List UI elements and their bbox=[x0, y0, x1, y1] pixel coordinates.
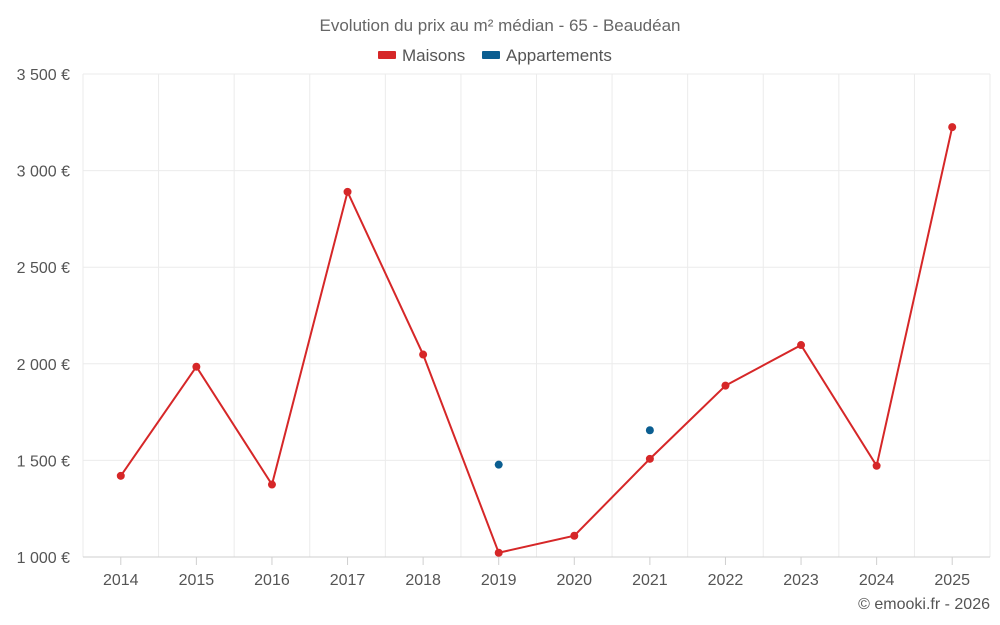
data-point-maisons-2015[interactable] bbox=[192, 362, 201, 371]
series-appartements bbox=[494, 426, 654, 469]
y-tick-label: 2 500 € bbox=[17, 260, 70, 277]
x-tick-label: 2024 bbox=[859, 572, 895, 589]
series-maisons bbox=[116, 123, 957, 557]
x-tick-label: 2025 bbox=[934, 572, 970, 589]
legend-label-maisons: Maisons bbox=[402, 46, 465, 65]
y-tick-label: 1 000 € bbox=[17, 550, 70, 567]
legend-item-maisons[interactable]: Maisons bbox=[378, 46, 465, 65]
data-point-maisons-2024[interactable] bbox=[872, 461, 881, 470]
data-point-maisons-2020[interactable] bbox=[570, 531, 579, 540]
x-tick-label: 2014 bbox=[103, 572, 139, 589]
x-tick-label: 2020 bbox=[556, 572, 592, 589]
x-tick-label: 2017 bbox=[330, 572, 366, 589]
y-tick-label: 3 000 € bbox=[17, 164, 70, 181]
x-tick-label: 2019 bbox=[481, 572, 517, 589]
data-point-maisons-2018[interactable] bbox=[419, 350, 428, 359]
x-tick-label: 2018 bbox=[405, 572, 441, 589]
x-tick-label: 2021 bbox=[632, 572, 668, 589]
x-tick-label: 2015 bbox=[179, 572, 215, 589]
data-point-maisons-2023[interactable] bbox=[797, 341, 806, 350]
chart-title: Evolution du prix au m² médian - 65 - Be… bbox=[320, 16, 681, 35]
grid bbox=[82, 73, 991, 558]
series-line-maisons bbox=[119, 126, 954, 554]
legend-item-appartements[interactable]: Appartements bbox=[482, 46, 612, 65]
series bbox=[116, 123, 957, 557]
legend-swatch-maisons bbox=[378, 51, 396, 59]
x-tick-label: 2016 bbox=[254, 572, 290, 589]
data-point-maisons-2025[interactable] bbox=[948, 123, 957, 132]
legend: Maisons Appartements bbox=[378, 46, 612, 65]
x-tick-label: 2022 bbox=[708, 572, 744, 589]
data-point-appartements-2019[interactable] bbox=[494, 460, 503, 469]
y-axis: 1 000 € 1 500 € 2 000 € 2 500 € 3 000 € 3 500… bbox=[17, 67, 70, 567]
data-point-maisons-2016[interactable] bbox=[267, 480, 276, 489]
x-axis: 2014 2015 2016 2017 2018 2019 2020 2021 2022 2023… bbox=[103, 557, 970, 589]
data-point-maisons-2022[interactable] bbox=[721, 381, 730, 390]
y-tick-label: 3 500 € bbox=[17, 67, 70, 84]
data-point-maisons-2014[interactable] bbox=[116, 471, 125, 480]
chart-credit: © emooki.fr - 2026 bbox=[858, 596, 990, 613]
legend-swatch-appartements bbox=[482, 51, 500, 59]
data-point-maisons-2021[interactable] bbox=[645, 454, 654, 463]
x-tick-label: 2023 bbox=[783, 572, 819, 589]
y-tick-label: 2 000 € bbox=[17, 357, 70, 374]
data-point-maisons-2017[interactable] bbox=[343, 187, 352, 196]
legend-label-appartements: Appartements bbox=[506, 46, 612, 65]
data-point-appartements-2021[interactable] bbox=[645, 426, 654, 435]
data-point-maisons-2019[interactable] bbox=[494, 548, 503, 557]
y-tick-label: 1 500 € bbox=[17, 453, 70, 470]
